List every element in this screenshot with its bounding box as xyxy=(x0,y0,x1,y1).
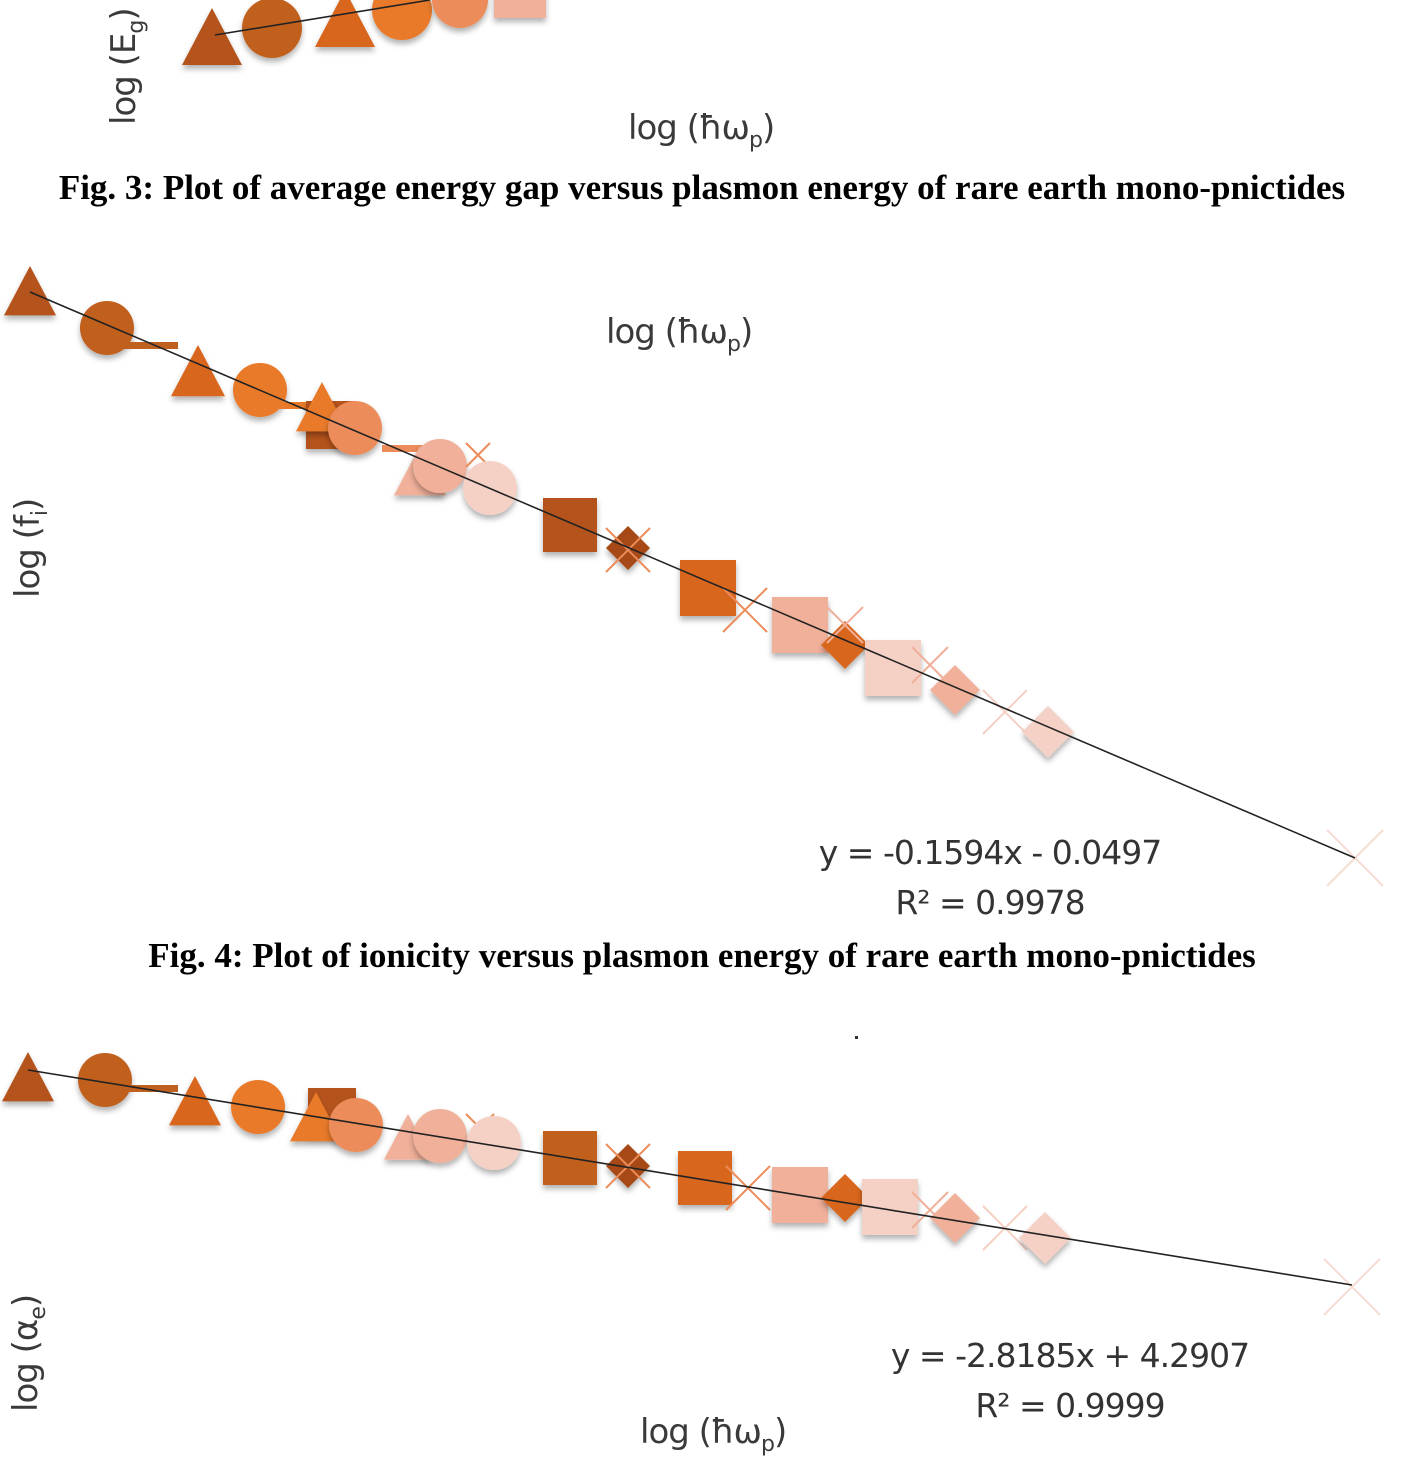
data-point-dia xyxy=(1019,1212,1071,1264)
fig3-caption: Fig. 3: Plot of average energy gap versu… xyxy=(58,168,1346,207)
data-point-tri xyxy=(2,1052,54,1102)
data-point-x xyxy=(826,606,864,644)
data-point-dia xyxy=(1022,706,1074,758)
data-point-sq xyxy=(494,0,546,18)
data-point-x xyxy=(722,587,768,633)
data-point-circ xyxy=(413,1109,467,1163)
data-point-dash xyxy=(252,402,308,409)
data-point-circ xyxy=(78,1053,132,1107)
fig4-x-axis-label: log (ħωp) xyxy=(606,312,753,357)
data-point-sq xyxy=(680,560,736,616)
fig4-caption: Fig. 4: Plot of ionicity versus plasmon … xyxy=(148,936,1256,975)
data-point-dia xyxy=(930,1193,980,1243)
fig3-plot-area xyxy=(182,0,546,65)
fig3-trend-line xyxy=(214,0,431,36)
fig4-trend-line xyxy=(29,291,1356,859)
fig4-plot-area xyxy=(4,266,1384,887)
data-point-x xyxy=(605,527,651,573)
fig3-x-axis-label: log (ħωp) xyxy=(628,108,775,153)
data-point-dash xyxy=(122,1085,178,1092)
fig5-r-squared: R² = 0.9999 xyxy=(975,1386,1165,1425)
fig4-y-axis-label: log (fi) xyxy=(8,498,53,598)
fig5-x-axis-label: log (ħωp) xyxy=(640,1412,787,1457)
data-point-dash xyxy=(122,342,178,349)
data-point-sq xyxy=(678,1151,732,1205)
data-point-circ xyxy=(80,301,134,355)
data-point-sq xyxy=(772,597,828,653)
data-point-dia xyxy=(821,1174,869,1222)
fig4-fit-equation: y = -0.1594x - 0.0497 xyxy=(818,833,1162,872)
data-point-x xyxy=(605,1143,651,1189)
data-point-circ xyxy=(467,1116,521,1170)
data-point-dia xyxy=(821,621,869,669)
data-point-circ xyxy=(432,0,488,28)
data-point-x xyxy=(725,1165,771,1211)
data-point-circ xyxy=(328,401,382,455)
data-point-circ xyxy=(329,1098,383,1152)
data-point-tri xyxy=(169,1076,221,1126)
data-point-circ xyxy=(413,439,467,493)
fig5-fit-equation: y = -2.8185x + 4.2907 xyxy=(890,1336,1250,1375)
data-point-x xyxy=(911,646,949,684)
data-point-circ xyxy=(242,0,302,58)
data-point-x xyxy=(1323,1258,1381,1316)
data-point-tri xyxy=(315,0,375,47)
fig5-y-axis-label: log (αe) xyxy=(6,1294,51,1412)
fig5-plot-area xyxy=(2,1036,1381,1316)
fig5-trend-line xyxy=(27,1069,1353,1286)
data-point-tri xyxy=(182,8,242,65)
data-point-x xyxy=(982,689,1028,735)
data-point-sq xyxy=(543,498,597,552)
data-point-dash xyxy=(382,445,438,452)
data-point-tri xyxy=(171,345,225,397)
fig3-y-axis-label: log (Eg) xyxy=(104,8,149,125)
data-point-dia xyxy=(930,665,980,715)
data-point-tri xyxy=(4,266,56,316)
fig4-r-squared: R² = 0.9978 xyxy=(895,883,1085,922)
data-point-circ xyxy=(372,0,432,40)
